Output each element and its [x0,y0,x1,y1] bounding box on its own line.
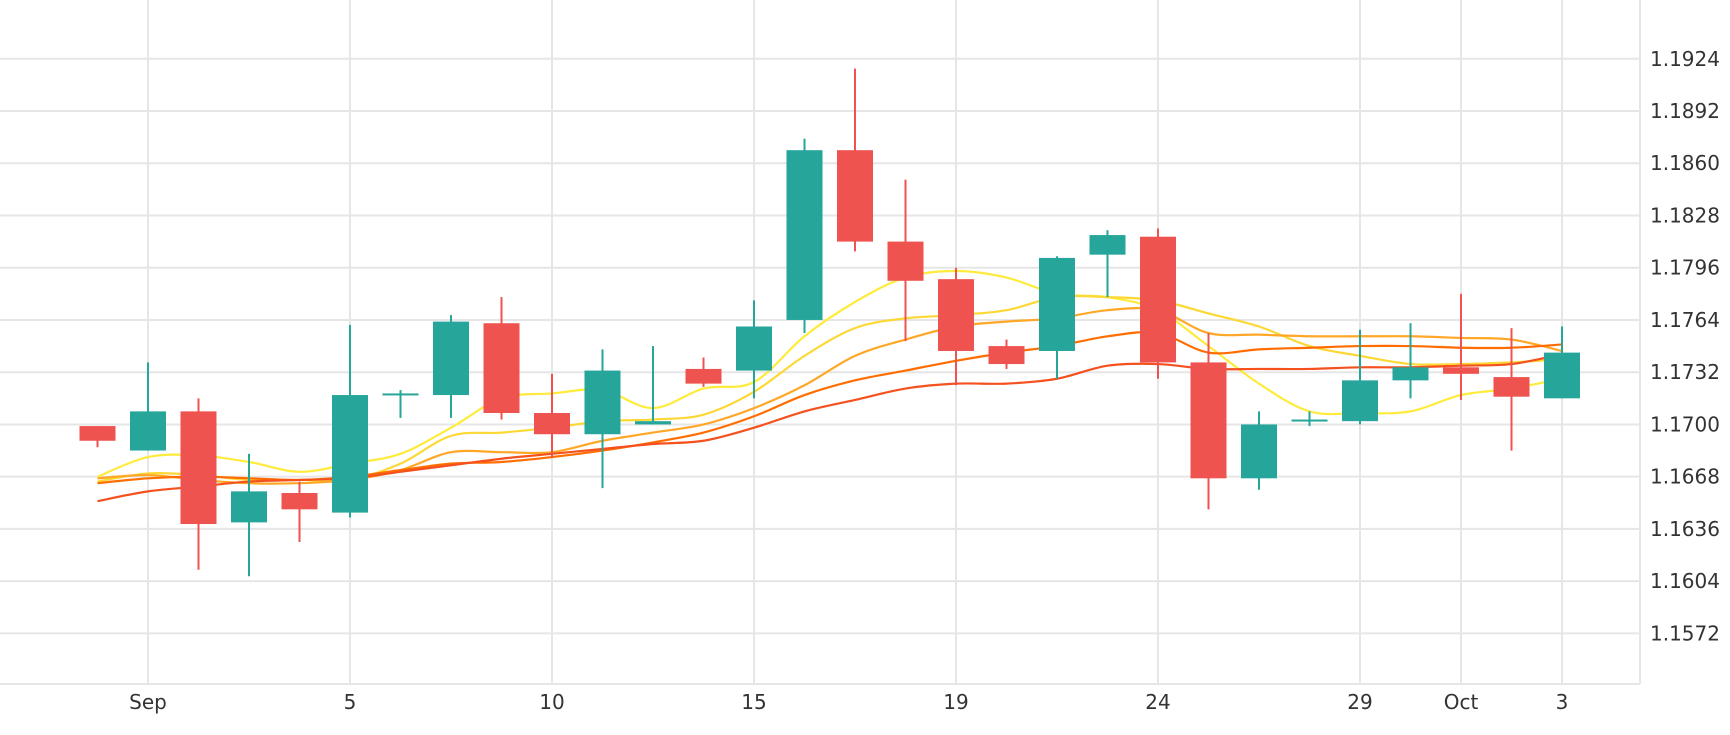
candle-body [736,326,772,371]
y-tick-label: 1.1572 [1650,621,1720,645]
y-tick-label: 1.1604 [1650,569,1720,593]
candle-body [382,393,419,396]
candle-down [281,481,318,542]
y-tick-label: 1.1924 [1650,47,1720,71]
x-tick-label: 5 [344,690,357,714]
x-tick-label: 24 [1145,690,1170,714]
candle-body [1291,419,1328,422]
candle-down [1190,333,1227,510]
x-tick-label: Oct [1444,690,1479,714]
candle-body [635,421,671,425]
candle-body [1493,377,1530,397]
y-tick-label: 1.1700 [1650,412,1720,436]
candle-body [1392,367,1429,381]
candle-up [332,324,368,518]
candle-up [382,390,419,418]
candle-body [433,321,469,396]
candle-down [1140,228,1176,379]
candle-body [837,150,873,242]
grid-layer [0,0,1640,684]
x-tick-label: 19 [943,690,968,714]
candle-up [130,362,166,451]
y-tick-label: 1.1764 [1650,308,1720,332]
candle-down [534,373,570,458]
candle-down [685,357,722,387]
y-tick-label: 1.1892 [1650,99,1720,123]
candle-up [635,346,671,425]
candle-up [1291,411,1328,427]
candle-body [786,150,823,320]
candle-down [1443,293,1479,400]
candle-body [534,413,570,435]
candle-body [988,346,1025,365]
candle-down [180,398,217,570]
candle-body [1089,235,1126,255]
candle-body [887,241,924,281]
moving-average-line-5 [97,353,1563,503]
candle-up [1342,329,1378,425]
candle-body [584,370,621,435]
y-tick-label: 1.1796 [1650,256,1720,280]
candle-up [231,453,267,577]
candle-body [1140,236,1176,363]
y-tick-label: 1.1732 [1650,360,1720,384]
candle-down [988,339,1025,369]
candle-down [79,426,116,448]
candle-up [584,349,621,489]
candle-up [736,300,772,399]
candle-body [130,411,166,451]
x-tick-label: 29 [1347,690,1372,714]
moving-average-line-1 [97,269,1563,478]
candle-body [281,493,318,510]
candle-up [1241,411,1277,490]
candle-body [231,491,267,523]
candle-up [1392,323,1429,399]
candle-body [1544,352,1580,399]
x-tick-label: 3 [1556,690,1569,714]
candle-body [1443,367,1479,374]
candle-down [887,179,924,342]
candle-down [938,267,974,386]
candle-body [1342,380,1378,422]
candle-down [837,68,873,252]
candle-up [1089,230,1126,298]
x-tick-label: Sep [129,690,167,714]
y-tick-label: 1.1636 [1650,517,1720,541]
candle-up [786,138,823,334]
candle-up [1039,256,1075,379]
y-tick-label: 1.1668 [1650,465,1720,489]
candle-down [483,297,520,420]
candle-up [433,315,469,418]
candle-layer [79,68,1580,577]
candle-body [1241,424,1277,479]
candle-body [483,323,520,414]
x-tick-label: 10 [539,690,564,714]
x-tick-label: 15 [741,690,766,714]
candle-body [1190,362,1227,479]
candle-body [685,368,722,384]
candle-body [938,279,974,351]
y-tick-label: 1.1860 [1650,151,1720,175]
candle-body [79,426,116,441]
candle-body [180,411,217,525]
axis-layer [0,0,1641,685]
label-layer: 1.1572 1.1604 1.1636 1.1668 1.1700 1.1732 1.17… [129,47,1720,714]
candle-down [1493,328,1530,451]
candle-body [332,395,368,513]
candle-body [1039,257,1075,351]
y-tick-label: 1.1828 [1650,203,1720,227]
candle-up [1544,326,1580,399]
